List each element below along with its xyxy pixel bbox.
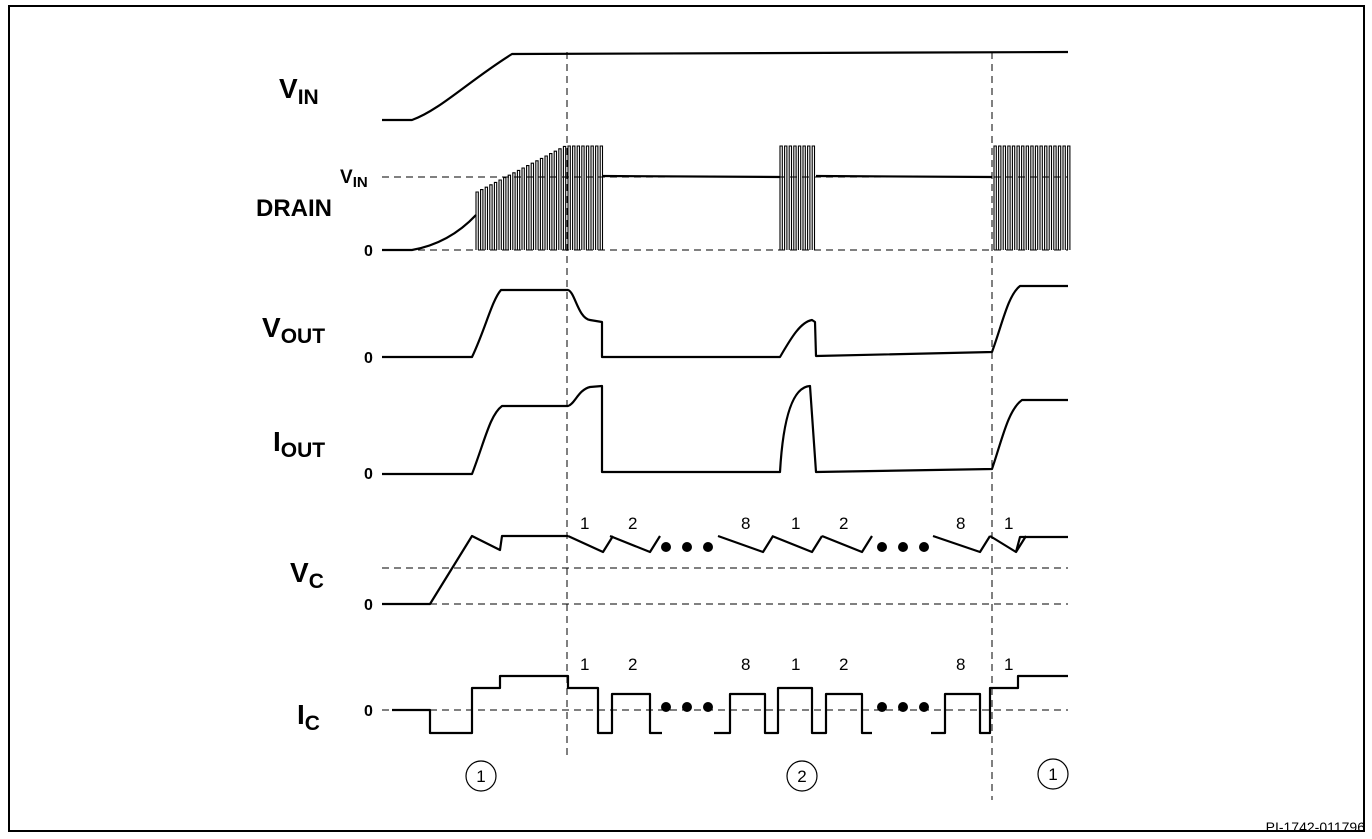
vc-waveform xyxy=(382,534,1068,606)
ic-startup-segment xyxy=(392,674,662,735)
vc-zero-label: 0 xyxy=(364,597,373,614)
ic-ellipsis-2 xyxy=(877,702,929,712)
vc-sawtooth-segment xyxy=(717,534,774,554)
vout-label: VOUT xyxy=(262,312,325,348)
iout-label: IOUT xyxy=(273,426,325,462)
ic-cycle-label: 8 xyxy=(956,655,965,674)
phase-marker-3: 1 xyxy=(1037,758,1069,790)
ic-zero-label: 0 xyxy=(364,703,373,720)
iout-zero-label: 0 xyxy=(364,466,373,483)
vc-final-segment xyxy=(1014,535,1068,553)
vc-sawtooth-segment xyxy=(771,534,823,554)
svg-text:2: 2 xyxy=(797,767,806,786)
vout-zero-label: 0 xyxy=(364,350,373,367)
vc-startup-segment xyxy=(382,534,568,606)
vc-sawtooth-segment xyxy=(932,534,991,554)
ic-ellipsis-1 xyxy=(661,702,713,712)
drain-switching-pulses xyxy=(475,145,1071,250)
ic-cycle-label: 1 xyxy=(580,655,589,674)
vc-label: VC xyxy=(290,557,324,593)
vout-waveform xyxy=(382,284,1068,359)
vc-cycle-label: 1 xyxy=(580,514,589,533)
vc-cycle-label: 8 xyxy=(956,514,965,533)
vc-cycle-label: 1 xyxy=(1004,514,1013,533)
drain-zero-label: 0 xyxy=(364,243,373,260)
ic-cycle-label: 2 xyxy=(628,655,637,674)
vc-cycle-label: 1 xyxy=(791,514,800,533)
ic-cycle-label: 8 xyxy=(741,655,750,674)
drain-label: DRAIN xyxy=(256,195,332,222)
ic-cycle-block-2 xyxy=(714,686,872,735)
svg-text:1: 1 xyxy=(1048,765,1057,784)
vc-cycle-label: 2 xyxy=(839,514,848,533)
ic-waveform xyxy=(392,674,1068,735)
vin-waveform xyxy=(382,50,1069,122)
figure-code: PI-1742-011796 xyxy=(1266,819,1366,835)
phase-marker-1: 1 xyxy=(465,760,497,792)
ic-cycle-label: 2 xyxy=(839,655,848,674)
vc-ellipsis-1 xyxy=(661,542,713,552)
ic-cycle-label: 1 xyxy=(1004,655,1013,674)
figure-frame xyxy=(8,5,1365,832)
vc-ellipsis-2 xyxy=(877,542,929,552)
drain-idle-1 xyxy=(601,174,781,179)
iout-waveform xyxy=(382,384,1068,476)
ic-cycle-block-3 xyxy=(931,674,1068,735)
drain-idle-2 xyxy=(815,174,993,179)
vc-cycle-label: 8 xyxy=(741,514,750,533)
vc-sawtooth-segment xyxy=(567,534,614,554)
drain-pulse-train xyxy=(475,145,1071,250)
phase-marker-2: 2 xyxy=(786,760,818,792)
drain-ramp xyxy=(382,214,477,252)
vc-cycle-label: 2 xyxy=(628,514,637,533)
vin-label: VIN xyxy=(279,73,319,109)
drain-vin-level-label: VIN xyxy=(340,167,368,191)
vc-sawtooth-segment xyxy=(821,534,873,554)
ic-label: IC xyxy=(297,699,320,735)
vc-sawtooth-segment xyxy=(609,534,661,554)
svg-text:1: 1 xyxy=(476,767,485,786)
ic-cycle-label: 1 xyxy=(791,655,800,674)
